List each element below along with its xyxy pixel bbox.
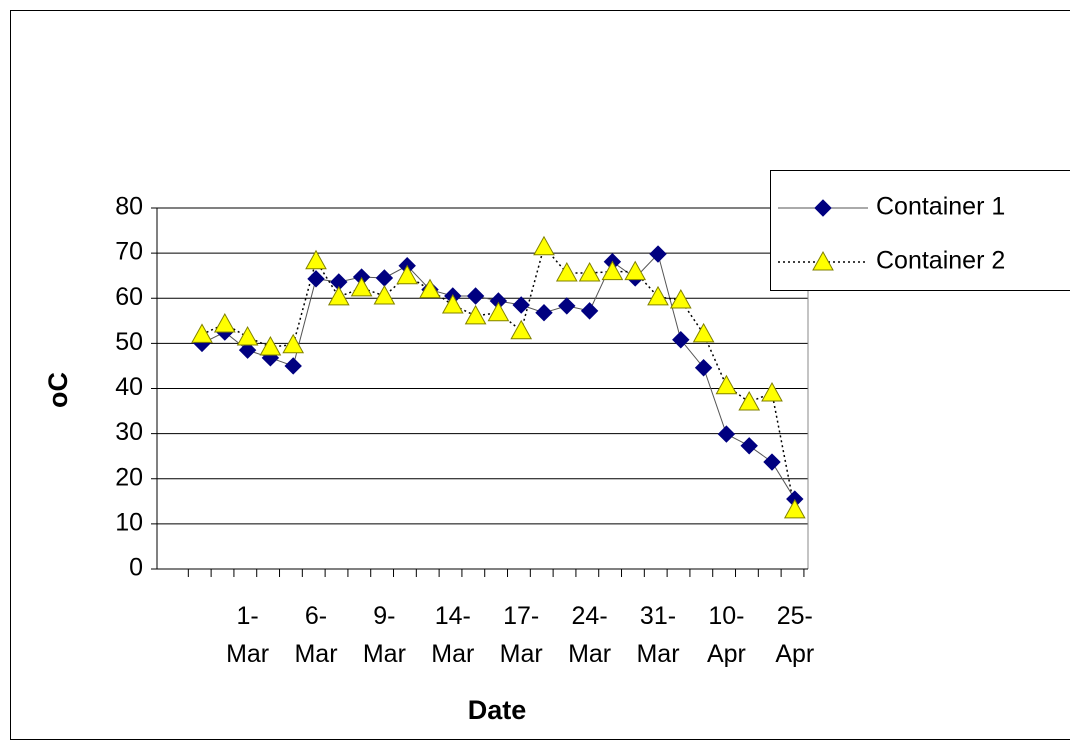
data-point (259, 335, 282, 356)
y-tick-label: 60 (115, 283, 143, 311)
x-tick-label: 14-Mar (431, 602, 474, 668)
y-tick-label: 70 (115, 238, 143, 266)
data-point (761, 381, 783, 402)
x-tick-label: 25-Apr (775, 602, 814, 668)
x-tick-label: 17-Mar (500, 602, 543, 668)
data-point (535, 303, 553, 322)
y-tick-label: 50 (115, 328, 143, 356)
x-tick-label: 1-Mar (226, 602, 269, 668)
data-point (236, 326, 259, 346)
data-point (350, 276, 373, 297)
data-point (466, 287, 485, 305)
data-point (694, 359, 713, 377)
data-point (601, 260, 624, 281)
data-point (717, 425, 736, 443)
y-tick-label: 40 (115, 373, 143, 401)
data-point (533, 235, 555, 256)
legend-marker (812, 250, 834, 271)
x-tick-label: 10-Apr (707, 602, 746, 668)
data-point (284, 357, 302, 375)
data-point (558, 297, 576, 315)
data-point (692, 322, 715, 343)
data-point (305, 249, 327, 270)
x-axis-title: Date (468, 695, 527, 725)
x-tick-label: 24-Mar (568, 602, 611, 668)
data-point (555, 261, 578, 282)
data-point (624, 260, 647, 281)
legend-label: Container 1 (876, 193, 1005, 221)
data-point (441, 293, 464, 314)
data-point (396, 264, 419, 285)
y-tick-label: 10 (115, 508, 143, 536)
data-point (672, 331, 690, 349)
x-tick-label: 6-Mar (294, 602, 337, 668)
data-point (740, 437, 758, 455)
legend-label: Container 2 (876, 247, 1005, 275)
y-tick-label: 20 (115, 463, 143, 491)
data-point (464, 304, 487, 325)
y-axis-title: oC (43, 372, 73, 408)
data-point (510, 319, 533, 340)
data-point (715, 374, 738, 395)
x-tick-label: 9-Mar (363, 602, 406, 668)
legend-box (770, 170, 1070, 291)
data-point (580, 302, 599, 320)
data-point (419, 278, 441, 299)
data-point (738, 391, 761, 411)
data-point (238, 341, 257, 359)
data-point (578, 261, 601, 282)
y-tick-label: 0 (129, 554, 143, 582)
chart-frame (10, 10, 1070, 740)
data-point (487, 301, 510, 322)
data-point (669, 289, 692, 309)
data-point (647, 285, 669, 306)
data-point (373, 284, 396, 305)
data-point (327, 285, 350, 306)
y-tick-label: 80 (115, 193, 143, 221)
data-point (649, 245, 667, 263)
y-tick-label: 30 (115, 418, 143, 446)
data-point (512, 296, 530, 314)
legend-marker (814, 199, 832, 217)
data-point (282, 333, 305, 354)
data-point (191, 323, 213, 343)
data-point (213, 312, 236, 333)
data-point (307, 270, 325, 288)
data-point (763, 453, 781, 471)
data-point (783, 498, 806, 519)
x-tick-label: 31-Mar (636, 602, 679, 668)
